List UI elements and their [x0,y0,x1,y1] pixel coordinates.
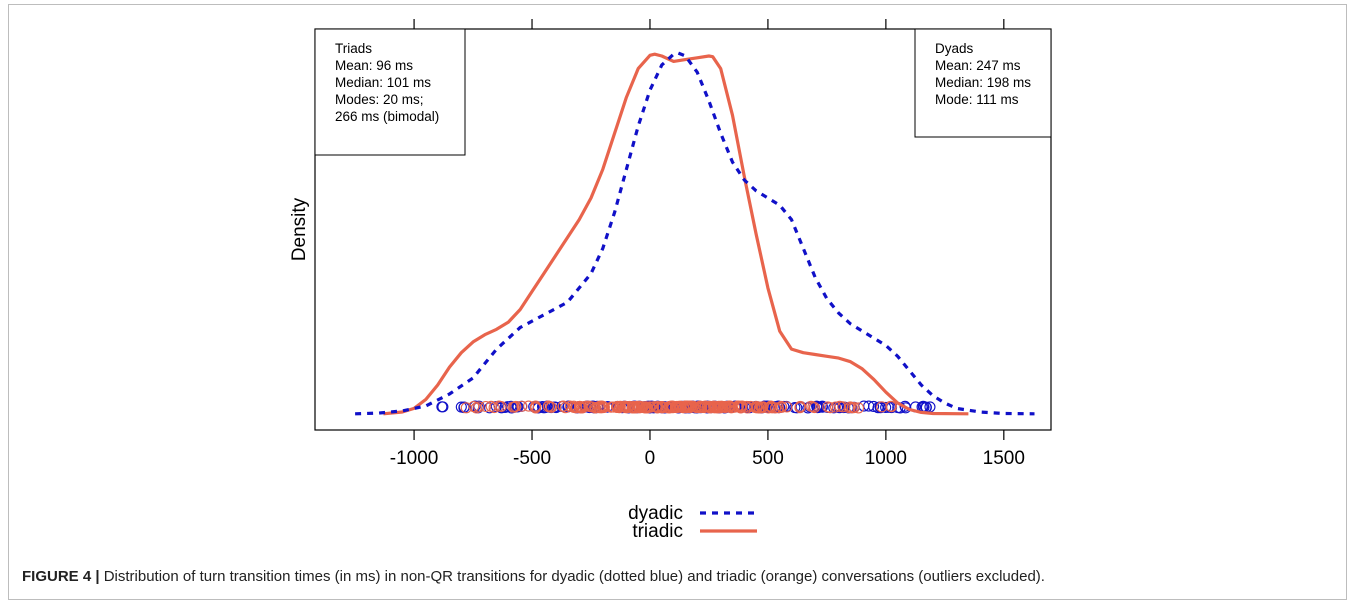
triads-annotation-line: Median: 101 ms [335,75,431,90]
plot-box [314,28,1052,431]
rug-point-triadic [542,400,554,412]
rug-point-triadic [735,402,747,414]
x-tick-label: -1000 [390,448,439,469]
triads-annotation-line: 266 ms (bimodal) [335,109,439,124]
rug-point-triadic [824,402,836,414]
rug-point-triadic [781,401,793,413]
rug-point-dyadic [455,401,467,413]
rug-point-triadic [837,401,849,413]
rug-point-dyadic [499,401,511,413]
triads-annotation-box [314,28,466,156]
y-axis-label: Density [289,197,310,261]
rug-point-triadic [717,401,729,413]
rug-point-triadic [613,402,625,414]
rug-point-triadic [670,401,682,413]
rug-point-triadic [711,401,723,413]
rug-point-triadic [885,401,897,413]
dyads-annotation-line: Mode: 111 ms [935,92,1019,107]
rug-point-triadic [460,402,472,414]
rug-point-triadic [808,402,820,414]
x-tick-label: 1000 [865,448,907,469]
rug-point-triadic [753,402,765,414]
rug-point-dyadic [880,401,892,413]
rug-point-triadic [485,400,497,412]
rug-point-triadic [598,401,610,413]
rug-point-triadic [769,402,781,414]
rug-point-triadic [794,402,806,414]
rug-point-triadic [473,401,485,413]
rug-point-triadic [662,402,674,414]
rug-point-triadic [523,400,535,412]
triads-annotation-line: Triads [335,41,372,56]
rug-point-triadic [681,400,693,412]
rug-point-triadic [728,401,741,413]
dyads-annotation-line: Dyads [935,41,974,56]
rug-point-triadic [508,401,520,413]
triads-annotation-line: Mean: 96 ms [335,58,413,73]
rug-point-dyadic [436,401,448,413]
rug-point-triadic [564,400,576,412]
rug-point-triadic [591,401,603,413]
rug-point-triadic [559,402,571,414]
rug-point-triadic [829,401,842,413]
rug-point-triadic [852,402,865,414]
dyads-annotation-line: Mean: 247 ms [935,58,1021,73]
rug-point-triadic [557,400,569,412]
rug-point-triadic [530,400,542,412]
rug-point-dyadic [816,401,828,413]
rug-point-triadic [843,402,855,414]
caption-label: FIGURE 4 | [22,568,100,585]
rug-point-triadic [765,400,777,412]
rug-point-triadic [516,400,528,412]
rug-point-triadic [741,402,753,414]
rug-point-triadic [576,402,588,414]
rug-point-triadic [619,400,631,412]
series-line-dyadic [355,51,1035,416]
rug-point-triadic [605,401,617,413]
rug-point-triadic [648,401,660,413]
dyads-annotation-box [914,28,1052,138]
rug-point-triadic [628,400,640,412]
rug-point-triadic [705,402,717,414]
series-line-triadic [383,52,969,416]
rug-point-dyadic [789,402,801,414]
rug-point-triadic [634,402,646,414]
figure-frame [8,4,1347,600]
plot-layer: -1000 -500 0 500 1000 1500 Density Triads Mean: … [289,19,1052,542]
rug-point-triadic [480,400,492,413]
rug-point-triadic [736,400,748,412]
x-tick-label: 500 [752,448,784,469]
rug-point-triadic [690,402,702,414]
dyads-annotation-line: Median: 198 ms [935,75,1031,90]
x-tick-label: -500 [513,448,551,469]
rug-point-triadic [723,400,735,412]
legend-label-triadic: triadic [632,521,683,542]
caption-text: Distribution of turn transition times (i… [99,568,1045,585]
rug-point-triadic [640,401,652,413]
x-tick-label: 0 [645,448,656,469]
rug-point-dyadic [536,401,549,413]
rug-point-triadic [621,402,633,414]
rug-point-triadic [750,400,762,412]
rug-point-triadic [468,400,480,413]
rug-point-dyadic [863,400,875,412]
rug-point-triadic [493,400,505,412]
rug-point-triadic [656,401,668,413]
rug-point-dyadic [537,402,549,414]
figure-caption: FIGURE 4 | Distribution of turn transiti… [22,568,1332,585]
x-tick-label: 1500 [983,448,1025,469]
rug-point-triadic [807,401,819,413]
rug-point-triadic [749,401,761,413]
triads-annotation-line: Modes: 20 ms; [335,92,424,107]
legend-label-dyadic: dyadic [628,503,683,524]
